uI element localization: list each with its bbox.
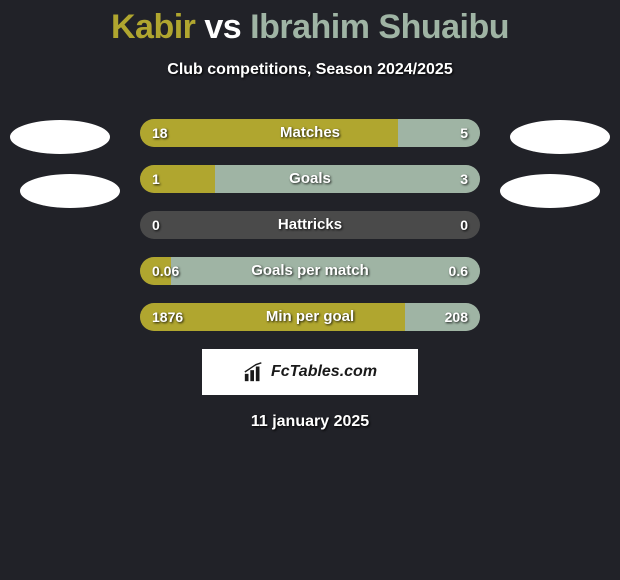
stat-label: Goals	[140, 165, 480, 193]
stat-row: 0.060.6Goals per match	[140, 257, 480, 285]
stat-row: 00Hattricks	[140, 211, 480, 239]
brand-text: FcTables.com	[271, 363, 377, 381]
stats-container: 185Matches 13Goals 00Hattricks 0.060.6Goals…	[0, 119, 620, 331]
bar-chart-icon	[243, 361, 265, 383]
stat-row: 13Goals	[140, 165, 480, 193]
subtitle: Club competitions, Season 2024/2025	[0, 61, 620, 79]
vs-text: vs	[204, 8, 241, 46]
stat-label: Goals per match	[140, 257, 480, 285]
player2-name: Ibrahim Shuaibu	[250, 8, 509, 46]
stat-label: Hattricks	[140, 211, 480, 239]
date-text: 11 january 2025	[0, 413, 620, 431]
comparison-title: Kabir vs Ibrahim Shuaibu	[0, 0, 620, 47]
stat-label: Matches	[140, 119, 480, 147]
stat-label: Min per goal	[140, 303, 480, 331]
stat-row: 1876208Min per goal	[140, 303, 480, 331]
player1-name: Kabir	[111, 8, 195, 46]
brand-box: FcTables.com	[202, 349, 418, 395]
stat-row: 185Matches	[140, 119, 480, 147]
